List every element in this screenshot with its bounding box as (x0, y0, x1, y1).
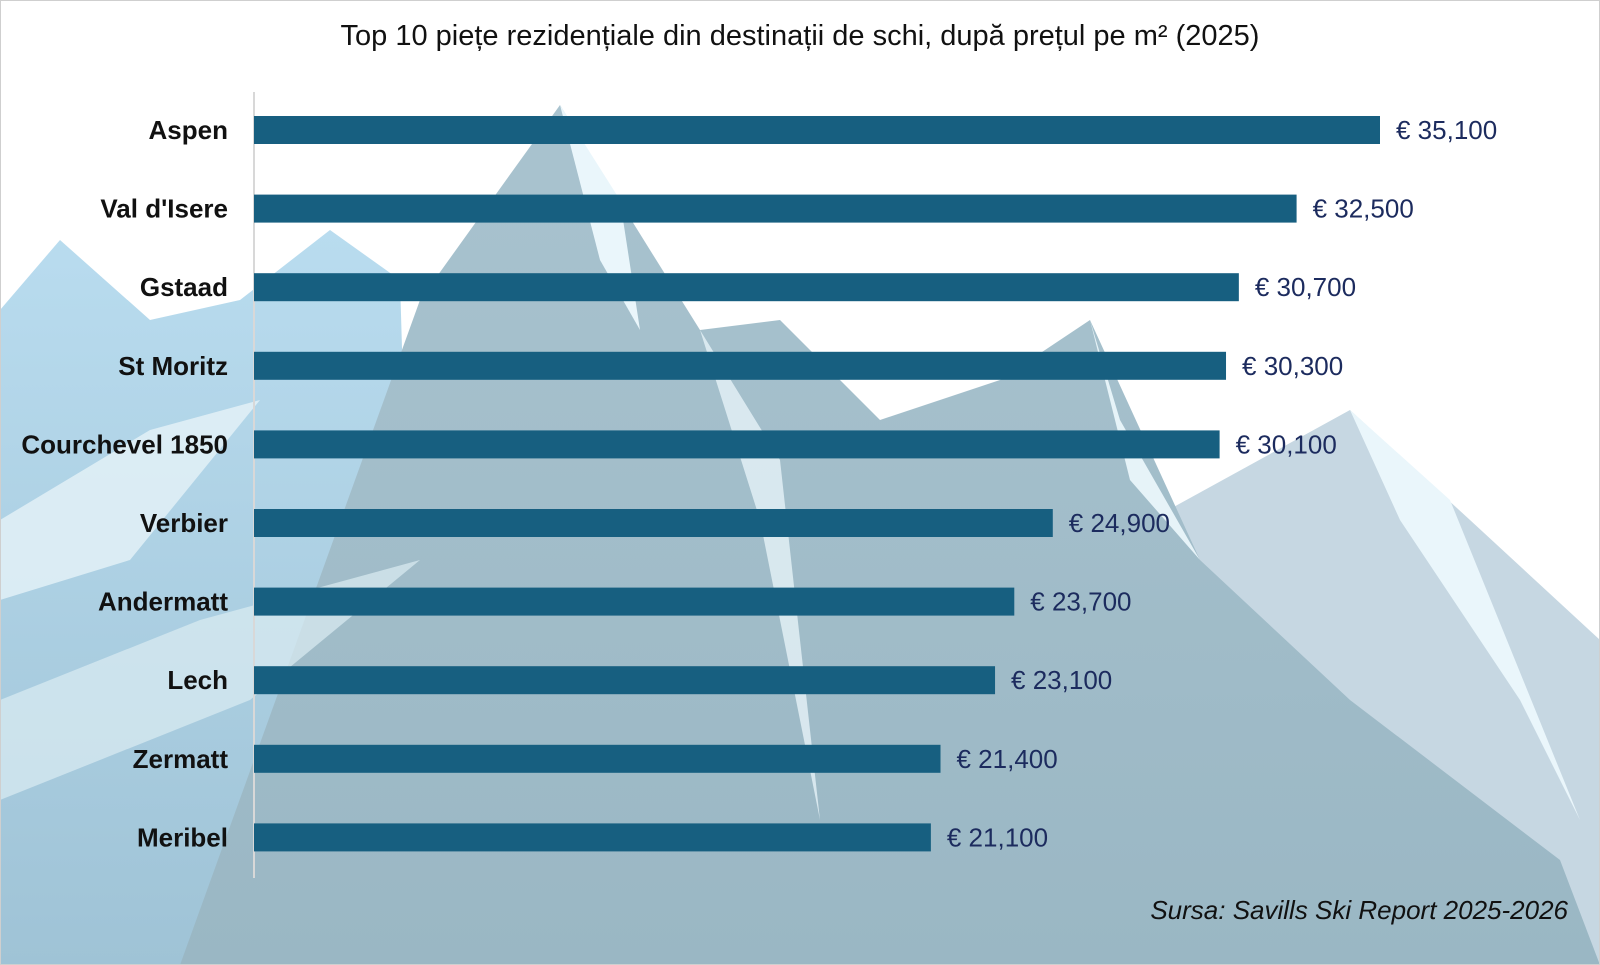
data-label: € 30,700 (1255, 272, 1356, 302)
snow-streak (700, 330, 820, 820)
data-label: € 21,100 (947, 822, 1048, 852)
data-label: € 30,100 (1236, 429, 1337, 459)
data-label: € 23,100 (1011, 665, 1112, 695)
category-label: Zermatt (133, 744, 229, 774)
category-label: St Moritz (118, 351, 228, 381)
bar-5 (254, 509, 1053, 537)
bar-8 (254, 744, 941, 773)
category-label: Lech (167, 665, 228, 695)
data-label: € 21,400 (957, 744, 1058, 774)
snow-streak (0, 560, 420, 800)
data-label: € 23,700 (1030, 587, 1131, 617)
data-label: € 35,100 (1396, 115, 1497, 145)
snow-streak (1350, 410, 1580, 820)
category-label: Meribel (137, 822, 228, 852)
data-label: € 24,900 (1069, 508, 1170, 538)
category-label: Gstaad (140, 272, 228, 302)
bar-2 (254, 273, 1239, 302)
bar-1 (254, 194, 1297, 223)
category-label: Aspen (149, 115, 228, 145)
bar-6 (254, 587, 1015, 616)
category-label: Andermatt (98, 587, 228, 617)
category-label: Courchevel 1850 (21, 429, 228, 459)
data-label: € 32,500 (1313, 194, 1414, 224)
category-label: Verbier (140, 508, 228, 538)
data-label: € 30,300 (1242, 351, 1343, 381)
source-note: Sursa: Savills Ski Report 2025-2026 (1150, 895, 1568, 925)
category-label: Val d'Isere (100, 194, 228, 224)
bar-4 (254, 430, 1220, 459)
bar-0 (254, 116, 1380, 144)
chart-title: Top 10 piețe rezidențiale din destinații… (340, 20, 1260, 52)
bar-7 (254, 666, 996, 695)
bar-3 (254, 351, 1227, 380)
bar-9 (254, 823, 931, 852)
snow-streak (0, 400, 260, 600)
